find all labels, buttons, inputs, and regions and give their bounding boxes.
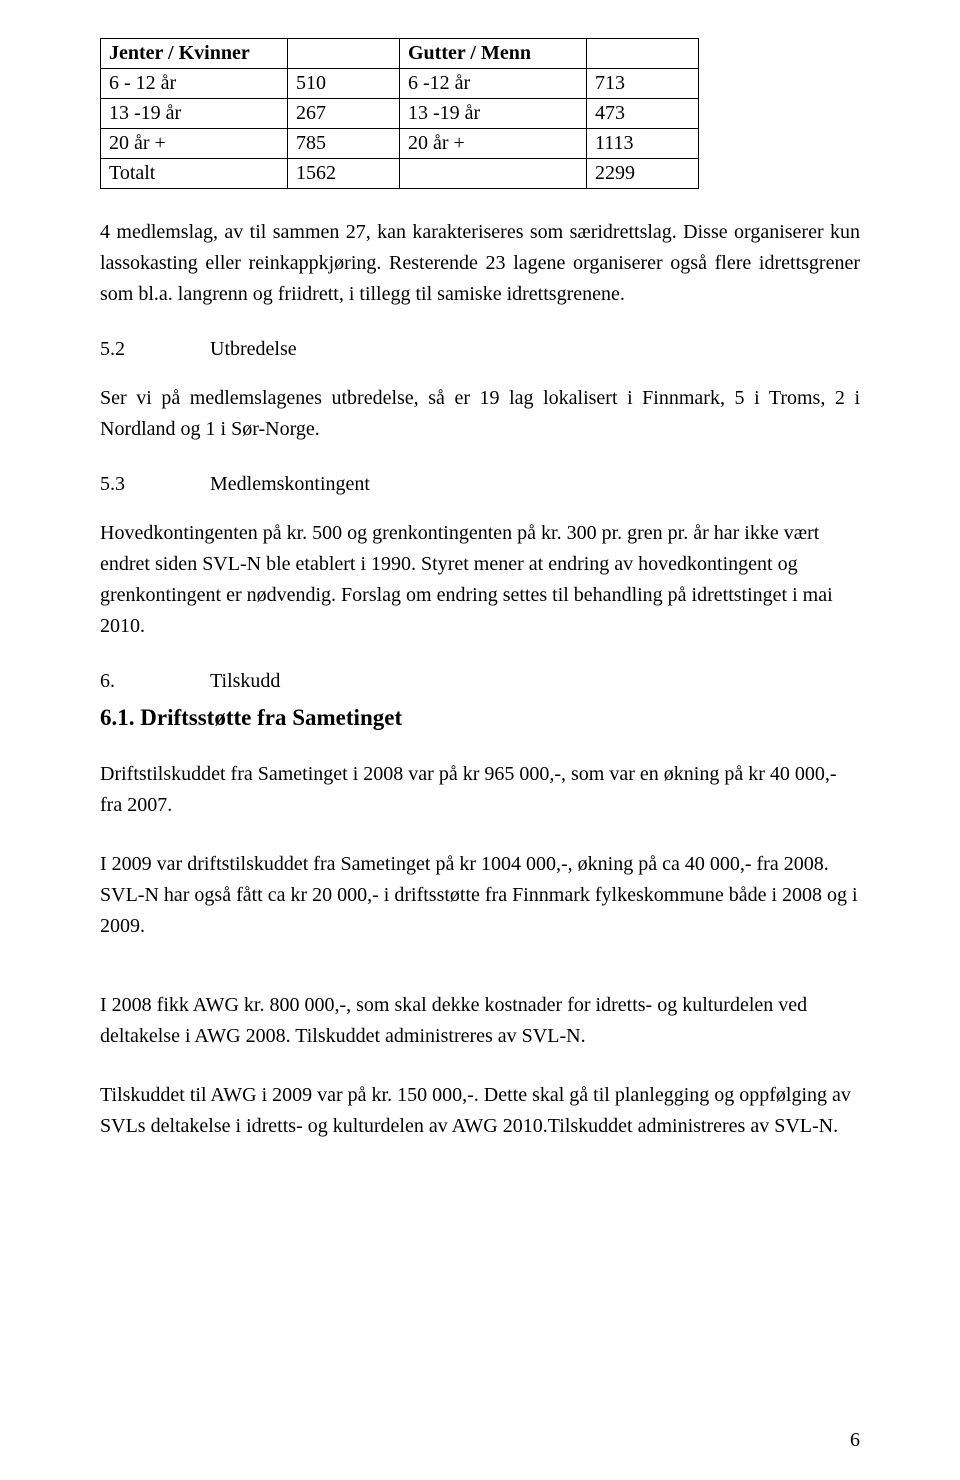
paragraph: Ser vi på medlemslagenes utbredelse, så … — [100, 383, 860, 445]
table-row: 20 år + 785 20 år + 1113 — [101, 129, 699, 159]
heading-title: Tilskudd — [210, 670, 280, 692]
table-cell: 13 -19 år — [101, 99, 288, 129]
table-cell: 267 — [288, 99, 400, 129]
table-row: 13 -19 år 267 13 -19 år 473 — [101, 99, 699, 129]
section-heading-6-1: 6.1. Driftsstøtte fra Sametinget — [100, 705, 860, 731]
table-row: Jenter / Kvinner Gutter / Menn — [101, 39, 699, 69]
heading-title: Medlemskontingent — [210, 473, 370, 496]
paragraph: I 2009 var driftstilskuddet fra Sameting… — [100, 849, 860, 942]
paragraph: Tilskuddet til AWG i 2009 var på kr. 150… — [100, 1080, 860, 1142]
page-number: 6 — [850, 1429, 860, 1452]
table-cell: 1562 — [288, 159, 400, 189]
table-cell — [400, 159, 587, 189]
table-cell: 6 -12 år — [400, 69, 587, 99]
table-header-cell: Jenter / Kvinner — [101, 39, 288, 69]
table-cell: 785 — [288, 129, 400, 159]
paragraph: Driftstilskuddet fra Sametinget i 2008 v… — [100, 759, 860, 821]
section-heading-5-2: 5.2 Utbredelse — [100, 338, 860, 361]
table-row: Totalt 1562 2299 — [101, 159, 699, 189]
table-cell: 1113 — [587, 129, 699, 159]
table-cell: 510 — [288, 69, 400, 99]
table-header-cell — [288, 39, 400, 69]
heading-number: 5.3 — [100, 473, 210, 496]
document-page: Jenter / Kvinner Gutter / Menn 6 - 12 år… — [0, 0, 960, 1480]
table-header-cell — [587, 39, 699, 69]
paragraph: I 2008 fikk AWG kr. 800 000,-, som skal … — [100, 990, 860, 1052]
table-cell: 13 -19 år — [400, 99, 587, 129]
section-heading-5-3: 5.3 Medlemskontingent — [100, 473, 860, 496]
paragraph: 4 medlemslag, av til sammen 27, kan kara… — [100, 217, 860, 310]
table-cell: Totalt — [101, 159, 288, 189]
heading-number: 6. — [100, 670, 210, 693]
members-table: Jenter / Kvinner Gutter / Menn 6 - 12 år… — [100, 38, 699, 189]
paragraph: Hovedkontingenten på kr. 500 og grenkont… — [100, 518, 860, 642]
table-row: 6 - 12 år 510 6 -12 år 713 — [101, 69, 699, 99]
section-heading-6: 6.Tilskudd — [100, 670, 860, 693]
heading-number: 5.2 — [100, 338, 210, 361]
table-cell: 473 — [587, 99, 699, 129]
heading-title: Utbredelse — [210, 338, 297, 361]
table-header-cell: Gutter / Menn — [400, 39, 587, 69]
table-cell: 20 år + — [101, 129, 288, 159]
table-cell: 6 - 12 år — [101, 69, 288, 99]
table-cell: 2299 — [587, 159, 699, 189]
table-cell: 20 år + — [400, 129, 587, 159]
table-cell: 713 — [587, 69, 699, 99]
